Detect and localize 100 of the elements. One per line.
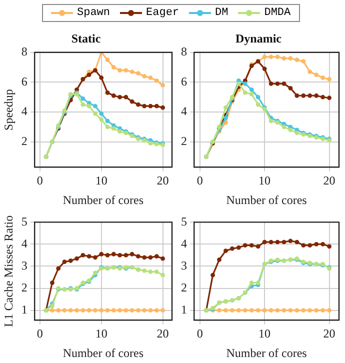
- point: [93, 104, 98, 108]
- point: [93, 255, 98, 260]
- point: [86, 104, 92, 108]
- point: [86, 308, 92, 312]
- point: [86, 254, 92, 259]
- y-tick-label: 1: [181, 302, 187, 316]
- point: [99, 76, 104, 80]
- point: [136, 254, 140, 259]
- point: [320, 76, 326, 80]
- point: [256, 308, 260, 312]
- point: [80, 102, 86, 107]
- y-axis-title: L1 Cache Misses Ratio: [1, 215, 16, 328]
- point: [308, 243, 312, 248]
- point: [99, 252, 104, 256]
- point: [224, 248, 228, 254]
- y-tick-label: 6: [21, 74, 28, 88]
- point: [86, 72, 92, 77]
- point: [160, 256, 165, 261]
- point: [142, 308, 147, 312]
- point: [105, 124, 110, 130]
- y-tick-label: 3: [21, 258, 28, 272]
- point: [105, 118, 110, 124]
- point: [118, 68, 122, 72]
- point: [301, 93, 306, 98]
- point: [308, 70, 312, 74]
- y-tick-label: 4: [21, 236, 28, 250]
- point: [294, 130, 300, 136]
- point: [130, 99, 134, 104]
- point: [105, 90, 110, 95]
- point: [124, 94, 128, 100]
- x-tick-label: 20: [156, 174, 169, 188]
- point: [242, 90, 248, 95]
- point: [148, 104, 153, 108]
- chart-title: Static: [71, 31, 102, 46]
- point: [124, 68, 128, 72]
- point: [224, 116, 228, 120]
- y-tick-label: 8: [21, 44, 28, 59]
- point: [136, 71, 140, 76]
- point: [154, 308, 159, 312]
- point: [154, 104, 159, 108]
- x-tick-label: 20: [156, 326, 169, 341]
- point: [249, 308, 254, 312]
- y-tick-label: 4: [21, 104, 28, 118]
- x-tick-label: 10: [258, 174, 271, 188]
- point: [288, 308, 293, 312]
- point: [236, 308, 241, 312]
- point: [50, 304, 54, 308]
- point: [50, 308, 54, 312]
- point: [68, 258, 73, 263]
- point: [294, 58, 300, 62]
- point: [210, 272, 215, 278]
- point: [320, 308, 326, 312]
- point: [314, 72, 319, 77]
- point: [224, 105, 228, 110]
- y-tick-label: 4: [181, 104, 187, 118]
- x-tick-label: 0: [36, 174, 43, 188]
- point: [105, 253, 110, 258]
- point: [275, 82, 280, 86]
- point: [230, 246, 234, 251]
- x-tick-label: 10: [95, 174, 108, 188]
- point: [93, 111, 98, 116]
- point: [142, 255, 147, 260]
- point: [249, 87, 254, 92]
- y-tick-label: 2: [21, 134, 28, 148]
- legend-label: Eager: [146, 7, 180, 19]
- point: [282, 240, 286, 244]
- point: [142, 74, 147, 78]
- point: [136, 102, 140, 107]
- point: [111, 252, 116, 256]
- point: [288, 56, 293, 61]
- point: [56, 266, 61, 271]
- point: [148, 76, 153, 80]
- y-tick-label: 4: [181, 236, 187, 250]
- legend-label: DMDA: [264, 7, 291, 19]
- point: [93, 308, 98, 312]
- y-tick-label: 5: [181, 214, 187, 228]
- point: [242, 243, 248, 248]
- point: [80, 253, 86, 258]
- x-tick-label: 10: [95, 326, 108, 341]
- point: [314, 242, 319, 246]
- point: [262, 54, 267, 60]
- point: [242, 82, 248, 86]
- point: [74, 256, 79, 261]
- y-tick-label: 6: [181, 74, 187, 88]
- point: [118, 94, 122, 100]
- x-axis-title: Number of cores: [62, 346, 144, 360]
- point: [148, 255, 153, 260]
- point: [275, 240, 280, 244]
- point: [268, 240, 274, 244]
- point: [154, 270, 159, 274]
- point: [249, 280, 254, 285]
- point: [256, 94, 260, 100]
- point: [308, 93, 312, 98]
- point: [136, 308, 140, 312]
- point: [111, 93, 116, 98]
- point: [327, 77, 332, 82]
- point: [154, 254, 159, 259]
- point: [99, 111, 104, 116]
- point: [256, 244, 260, 249]
- y-tick-label: 2: [21, 280, 28, 294]
